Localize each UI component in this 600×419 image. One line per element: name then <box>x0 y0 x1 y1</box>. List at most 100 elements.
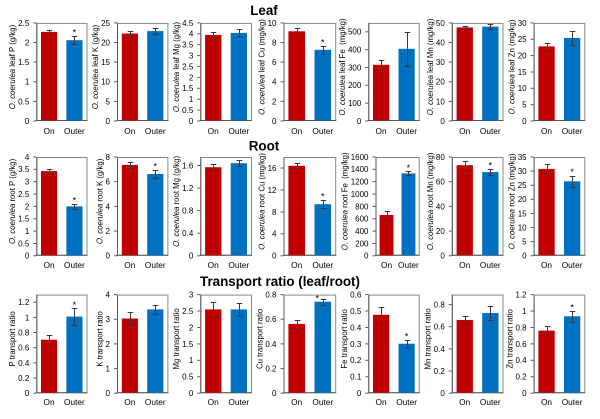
svg-text:1: 1 <box>25 78 30 87</box>
svg-text:40: 40 <box>436 38 445 47</box>
svg-text:On: On <box>541 397 552 407</box>
svg-text:1: 1 <box>522 307 527 316</box>
svg-text:0.4: 0.4 <box>350 323 362 332</box>
svg-text:0.1: 0.1 <box>350 373 362 382</box>
svg-text:2: 2 <box>272 97 277 106</box>
svg-text:10: 10 <box>436 97 445 106</box>
svg-text:4: 4 <box>106 291 111 300</box>
svg-text:On: On <box>44 126 55 136</box>
svg-text:0.8: 0.8 <box>434 301 446 310</box>
svg-text:20: 20 <box>518 195 527 204</box>
svg-text:On: On <box>44 260 55 270</box>
svg-text:*: * <box>73 28 77 38</box>
svg-text:On: On <box>124 126 135 136</box>
svg-text:3.5: 3.5 <box>182 41 194 50</box>
svg-text:On: On <box>459 397 470 407</box>
svg-text:0.4: 0.4 <box>515 356 527 365</box>
svg-text:30: 30 <box>436 58 445 67</box>
svg-text:6: 6 <box>272 58 277 67</box>
svg-text:2: 2 <box>189 323 194 332</box>
svg-text:Leaf: Leaf <box>250 3 278 18</box>
svg-text:30: 30 <box>518 19 527 28</box>
svg-text:2.5: 2.5 <box>182 62 194 71</box>
svg-text:*: * <box>489 161 493 171</box>
svg-text:60: 60 <box>436 178 445 187</box>
svg-text:1.2: 1.2 <box>18 298 30 307</box>
svg-text:0.8: 0.8 <box>182 207 194 216</box>
svg-text:1600: 1600 <box>351 153 369 162</box>
svg-text:0: 0 <box>357 117 362 126</box>
svg-text:0.6: 0.6 <box>18 344 30 353</box>
svg-text:Outer: Outer <box>145 126 166 136</box>
svg-text:O. coerulea root K (g/kg): O. coerulea root K (g/kg) <box>96 158 105 244</box>
svg-text:1200: 1200 <box>351 178 369 187</box>
svg-text:Outer: Outer <box>312 260 333 270</box>
svg-text:0: 0 <box>189 117 194 126</box>
svg-text:Outer: Outer <box>312 397 333 407</box>
svg-text:0.2: 0.2 <box>515 373 527 382</box>
svg-text:1.2: 1.2 <box>182 184 194 193</box>
svg-text:200: 200 <box>355 239 369 248</box>
svg-text:20: 20 <box>436 227 445 236</box>
svg-text:1.6: 1.6 <box>182 161 194 170</box>
svg-text:200: 200 <box>348 81 362 90</box>
svg-text:0.2: 0.2 <box>434 367 446 376</box>
svg-text:0: 0 <box>440 252 445 261</box>
svg-text:1: 1 <box>189 95 194 104</box>
svg-text:O. coerulea leaf Mg (g/kg): O. coerulea leaf Mg (g/kg) <box>172 22 181 113</box>
svg-text:2: 2 <box>106 227 111 236</box>
svg-text:Transport ratio (leaf/root): Transport ratio (leaf/root) <box>200 274 360 289</box>
svg-text:Root: Root <box>249 139 280 154</box>
svg-text:6: 6 <box>106 178 111 187</box>
svg-text:0.5: 0.5 <box>350 307 362 316</box>
svg-text:20: 20 <box>101 38 110 47</box>
svg-text:500: 500 <box>348 28 362 37</box>
svg-text:Mn transport ratio: Mn transport ratio <box>424 308 433 370</box>
svg-text:100: 100 <box>348 99 362 108</box>
svg-text:On: On <box>124 397 135 407</box>
svg-text:Outer: Outer <box>562 260 583 270</box>
svg-text:0.2: 0.2 <box>265 364 277 373</box>
svg-text:800: 800 <box>355 202 369 211</box>
svg-text:Outer: Outer <box>228 126 249 136</box>
svg-text:0: 0 <box>106 117 111 126</box>
svg-text:4: 4 <box>272 78 277 87</box>
svg-text:*: * <box>154 162 158 172</box>
svg-text:3: 3 <box>189 52 194 61</box>
svg-text:1.5: 1.5 <box>182 340 194 349</box>
svg-text:*: * <box>73 300 77 310</box>
svg-text:P transport ratio: P transport ratio <box>8 311 17 367</box>
svg-text:0: 0 <box>440 117 445 126</box>
svg-text:0.4: 0.4 <box>434 345 446 354</box>
svg-text:On: On <box>208 126 219 136</box>
svg-text:0.8: 0.8 <box>515 323 527 332</box>
svg-text:Mg transport ratio: Mg transport ratio <box>172 308 181 370</box>
svg-text:O. coerulea root P (g/kg): O. coerulea root P (g/kg) <box>8 158 17 244</box>
svg-text:0: 0 <box>25 389 30 398</box>
svg-text:1: 1 <box>25 313 30 322</box>
svg-text:Outer: Outer <box>64 126 85 136</box>
svg-text:0: 0 <box>272 117 277 126</box>
svg-text:10: 10 <box>518 84 527 93</box>
svg-text:1.5: 1.5 <box>182 84 194 93</box>
svg-text:On: On <box>44 397 55 407</box>
svg-text:35: 35 <box>518 153 527 162</box>
svg-text:Outer: Outer <box>562 397 583 407</box>
svg-text:O. coerulea leaf K (g/kg): O. coerulea leaf K (g/kg) <box>91 24 100 109</box>
svg-text:Outer: Outer <box>64 397 85 407</box>
svg-text:K transport ratio: K transport ratio <box>96 311 105 367</box>
svg-text:*: * <box>407 163 411 173</box>
svg-text:On: On <box>459 126 470 136</box>
svg-text:On: On <box>541 126 552 136</box>
svg-text:Outer: Outer <box>145 397 166 407</box>
svg-text:0.5: 0.5 <box>18 239 30 248</box>
svg-text:On: On <box>541 260 552 270</box>
svg-text:*: * <box>315 293 319 303</box>
svg-text:O. coerulea leaf Cu (mg/kg): O. coerulea leaf Cu (mg/kg) <box>258 19 267 115</box>
svg-text:O. coerulea leaf Mn (mg/kg): O. coerulea leaf Mn (mg/kg) <box>426 18 435 115</box>
svg-text:On: On <box>291 260 302 270</box>
svg-text:0: 0 <box>364 252 369 261</box>
svg-text:Outer: Outer <box>145 260 166 270</box>
svg-text:On: On <box>208 397 219 407</box>
svg-text:20: 20 <box>518 52 527 61</box>
